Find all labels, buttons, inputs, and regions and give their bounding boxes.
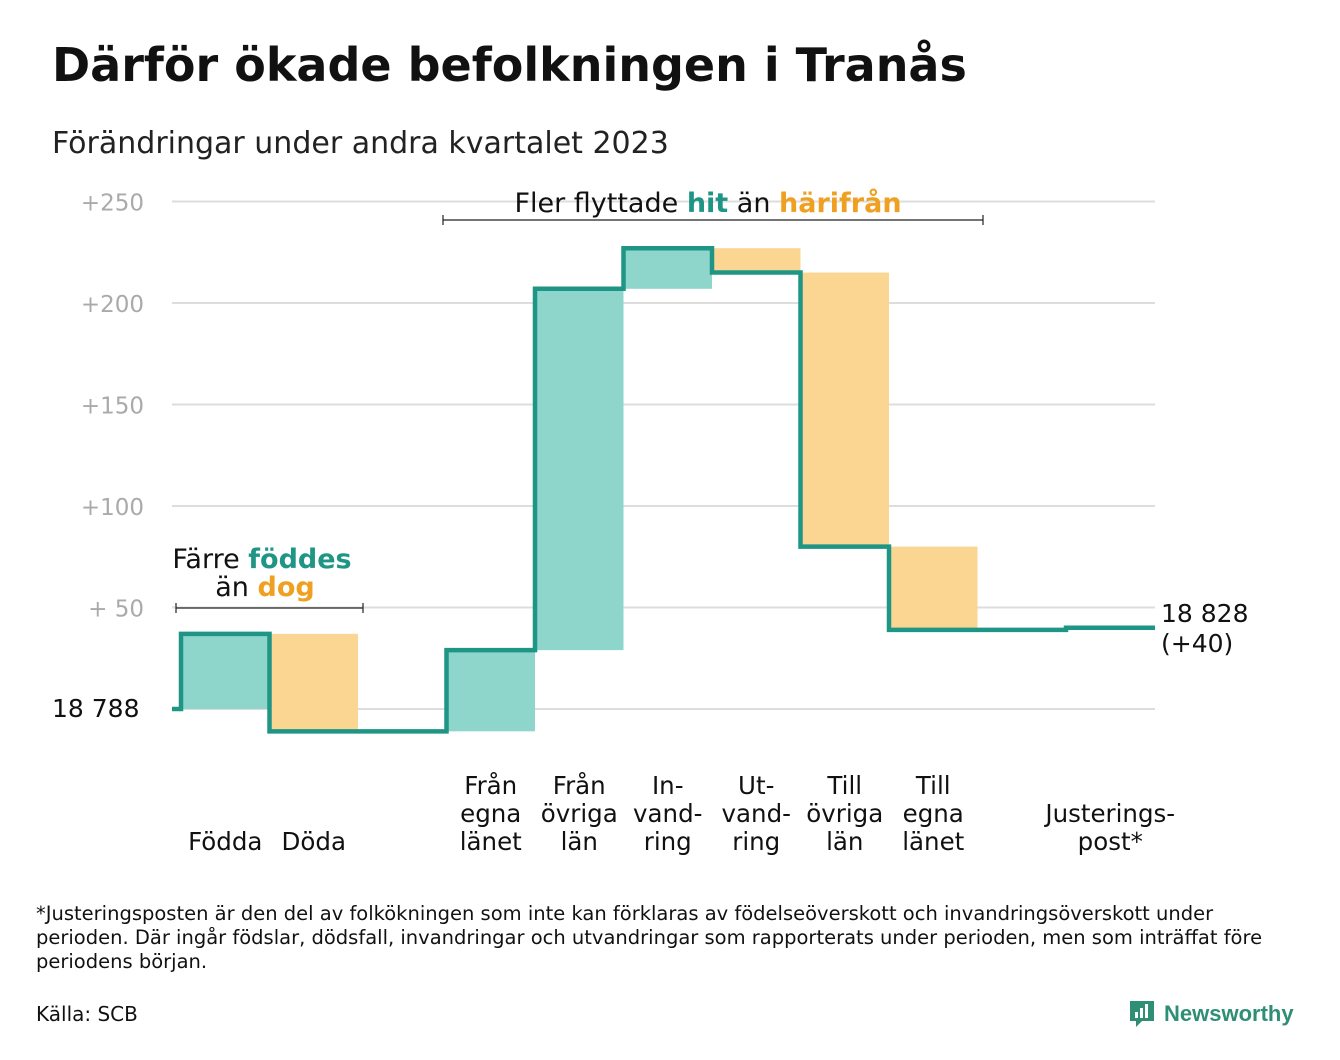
births-deaths-annotation-line2-highlight: dog xyxy=(258,572,315,603)
births-deaths-annotation-line1: Färre föddes xyxy=(172,544,351,575)
x-category-label-1-2: Döda xyxy=(282,827,346,856)
x-category-label-6-1: vand- xyxy=(722,799,791,828)
y-tick-label-4: +250 xyxy=(81,191,144,217)
y-tick-label-2: +150 xyxy=(81,394,144,420)
source-credit: Källa: SCB xyxy=(36,1002,138,1026)
x-category-label-4-1: övriga xyxy=(541,799,618,828)
migration-annotation-highlight-in: hit xyxy=(687,188,728,219)
migration-annotation-highlight-out: härifrån xyxy=(779,187,902,219)
x-category-label-4-2: län xyxy=(561,827,598,856)
newsworthy-logo-icon xyxy=(1130,1001,1154,1027)
x-category-label-3-1: egna xyxy=(460,799,521,828)
footnote: *Justeringsposten är den del av folkökni… xyxy=(36,902,1263,973)
births-deaths-annotation-line2-prefix: än xyxy=(215,572,257,603)
births-deaths-annotation-highlight: föddes xyxy=(248,544,351,575)
x-category-label-7-1: övriga xyxy=(806,799,883,828)
y-tick-label-3: +200 xyxy=(81,292,144,318)
chart-subtitle: Förändringar under andra kvartalet 2023 xyxy=(52,126,669,161)
x-category-label-3-2: länet xyxy=(460,827,522,856)
y-tick-label-0: + 50 xyxy=(88,597,144,623)
waterfall-bar-4 xyxy=(535,288,624,651)
migration-annotation-middle: än xyxy=(728,188,779,219)
y-tick-label-1: +100 xyxy=(81,495,144,521)
waterfall-bar-6 xyxy=(712,248,801,273)
x-category-label-5-0: In- xyxy=(652,771,684,800)
x-category-label-8-1: egna xyxy=(903,799,964,828)
end-value-label: 18 828 xyxy=(1161,599,1248,628)
waterfall-bar-1 xyxy=(269,633,358,732)
x-category-label-4-0: Från xyxy=(553,771,606,800)
x-category-label-7-0: Till xyxy=(826,771,862,800)
migration-annotation: Fler flyttade hit än härifrån xyxy=(514,187,901,219)
x-category-label-10-2: post* xyxy=(1078,827,1143,856)
x-category-label-6-2: ring xyxy=(732,827,780,856)
x-category-label-7-2: län xyxy=(826,827,863,856)
cumulative-step-line xyxy=(172,245,1155,734)
x-category-label-5-2: ring xyxy=(644,827,692,856)
x-category-label-8-0: Till xyxy=(915,771,951,800)
chart-title: Därför ökade befolkningen i Tranås xyxy=(52,38,967,92)
end-change-label: (+40) xyxy=(1161,629,1233,658)
waterfall-bar-3 xyxy=(446,650,535,732)
newsworthy-logo: Newsworthy xyxy=(1128,996,1294,1032)
newsworthy-logo-text: Newsworthy xyxy=(1164,1001,1294,1026)
x-category-label-6-0: Ut- xyxy=(738,771,774,800)
x-category-label-0-2: Födda xyxy=(188,827,262,856)
x-category-label-5-1: vand- xyxy=(633,799,702,828)
waterfall-chart: + 50 +100 +150 +200 +250 18 788 18 828(+40) Föd… xyxy=(52,187,1248,856)
births-deaths-annotation-prefix: Färre xyxy=(172,544,248,575)
x-category-label-8-2: länet xyxy=(902,827,964,856)
waterfall-bar-5 xyxy=(623,248,712,289)
migration-annotation-prefix: Fler flyttade xyxy=(514,188,686,219)
waterfall-bar-0 xyxy=(181,633,270,709)
start-value-label: 18 788 xyxy=(52,694,139,723)
x-category-label-10-1: Justerings- xyxy=(1043,799,1175,828)
births-deaths-annotation-line2: än dog xyxy=(215,572,314,603)
x-category-label-3-0: Från xyxy=(464,771,517,800)
waterfall-bar-8 xyxy=(889,546,978,630)
waterfall-bar-7 xyxy=(800,272,889,547)
